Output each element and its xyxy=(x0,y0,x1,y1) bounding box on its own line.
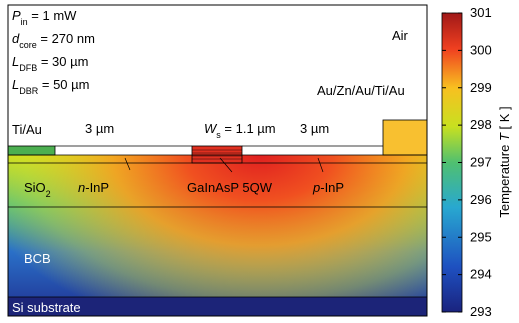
text-part: GaInAsP 5QW xyxy=(187,180,273,195)
text-part: Air xyxy=(392,28,409,43)
text-part: = 270 nm xyxy=(37,31,95,46)
colorbar-tick-label: 297 xyxy=(470,155,492,170)
colorbar-tick-label: 294 xyxy=(470,267,492,282)
subscript: core xyxy=(19,40,37,50)
label: dcore = 270 nm xyxy=(12,31,95,50)
label: Air xyxy=(392,28,409,43)
label: SiO2 xyxy=(24,180,51,199)
text-part: Au/Zn/Au/Ti/Au xyxy=(317,83,405,98)
text-part: L xyxy=(12,54,19,69)
text-part: n xyxy=(78,180,85,195)
layer-lines xyxy=(8,154,427,298)
text-part: d xyxy=(12,31,20,46)
text-part: p xyxy=(312,180,320,195)
label: 3 µm xyxy=(85,121,114,136)
text-part: -InP xyxy=(85,180,109,195)
subscript: DBR xyxy=(19,86,39,96)
label: GaInAsP 5QW xyxy=(187,180,273,195)
text-part: = 30 µm xyxy=(37,54,88,69)
label: n-InP xyxy=(78,180,109,195)
colorbar-tick-label: 295 xyxy=(470,229,492,244)
label: Si substrate xyxy=(12,300,81,315)
subscript: 2 xyxy=(46,189,51,199)
label: 3 µm xyxy=(300,121,329,136)
text-part: = 50 µm xyxy=(38,77,89,92)
colorbar-tick-label: 299 xyxy=(470,80,492,95)
leader-lines xyxy=(124,157,324,173)
text-part: T xyxy=(497,132,512,141)
text-part: SiO xyxy=(24,180,46,195)
text-part: P xyxy=(12,8,21,23)
text-part: Ti/Au xyxy=(12,122,42,137)
subscript: in xyxy=(21,17,28,27)
colorbar-tick-label: 298 xyxy=(470,117,492,132)
label: Pin = 1 mW xyxy=(12,8,77,27)
ti-au-contact xyxy=(7,145,56,156)
text-part: W xyxy=(204,121,218,136)
text-part: BCB xyxy=(24,251,51,266)
qw-lines xyxy=(192,149,242,160)
ridge xyxy=(191,145,243,164)
label: LDFB = 30 µm xyxy=(12,54,88,73)
colorbar-tick-label: 301 xyxy=(470,5,492,20)
label: Au/Zn/Au/Ti/Au xyxy=(317,83,405,98)
text-part: [ K ] xyxy=(497,106,512,133)
au-contact xyxy=(382,119,428,156)
heat-spot xyxy=(8,155,427,316)
colorbar-label: Temperature T [ K ] xyxy=(497,106,512,217)
label: Ti/Au xyxy=(12,122,42,137)
plot-border xyxy=(7,4,428,317)
label: Ws = 1.1 µm xyxy=(204,121,276,140)
text-part: 3 µm xyxy=(85,121,114,136)
text-part: = 1.1 µm xyxy=(221,121,276,136)
text-part: Si substrate xyxy=(12,300,81,315)
text-part: -InP xyxy=(320,180,344,195)
colorbar-tick-label: 300 xyxy=(470,42,492,57)
label: BCB xyxy=(24,251,51,266)
text-part: = 1 mW xyxy=(28,8,77,23)
text-part: L xyxy=(12,77,19,92)
subscript: DFB xyxy=(19,63,37,73)
text-part: 3 µm xyxy=(300,121,329,136)
subscript: s xyxy=(216,130,221,140)
label: p-InP xyxy=(312,180,344,195)
substrate xyxy=(8,297,427,316)
simulation xyxy=(7,4,428,317)
colorbar-tick-label: 296 xyxy=(470,192,492,207)
label: LDBR = 50 µm xyxy=(12,77,89,96)
text-part: Temperature xyxy=(497,141,512,218)
colorbar-tick-label: 293 xyxy=(470,304,492,319)
